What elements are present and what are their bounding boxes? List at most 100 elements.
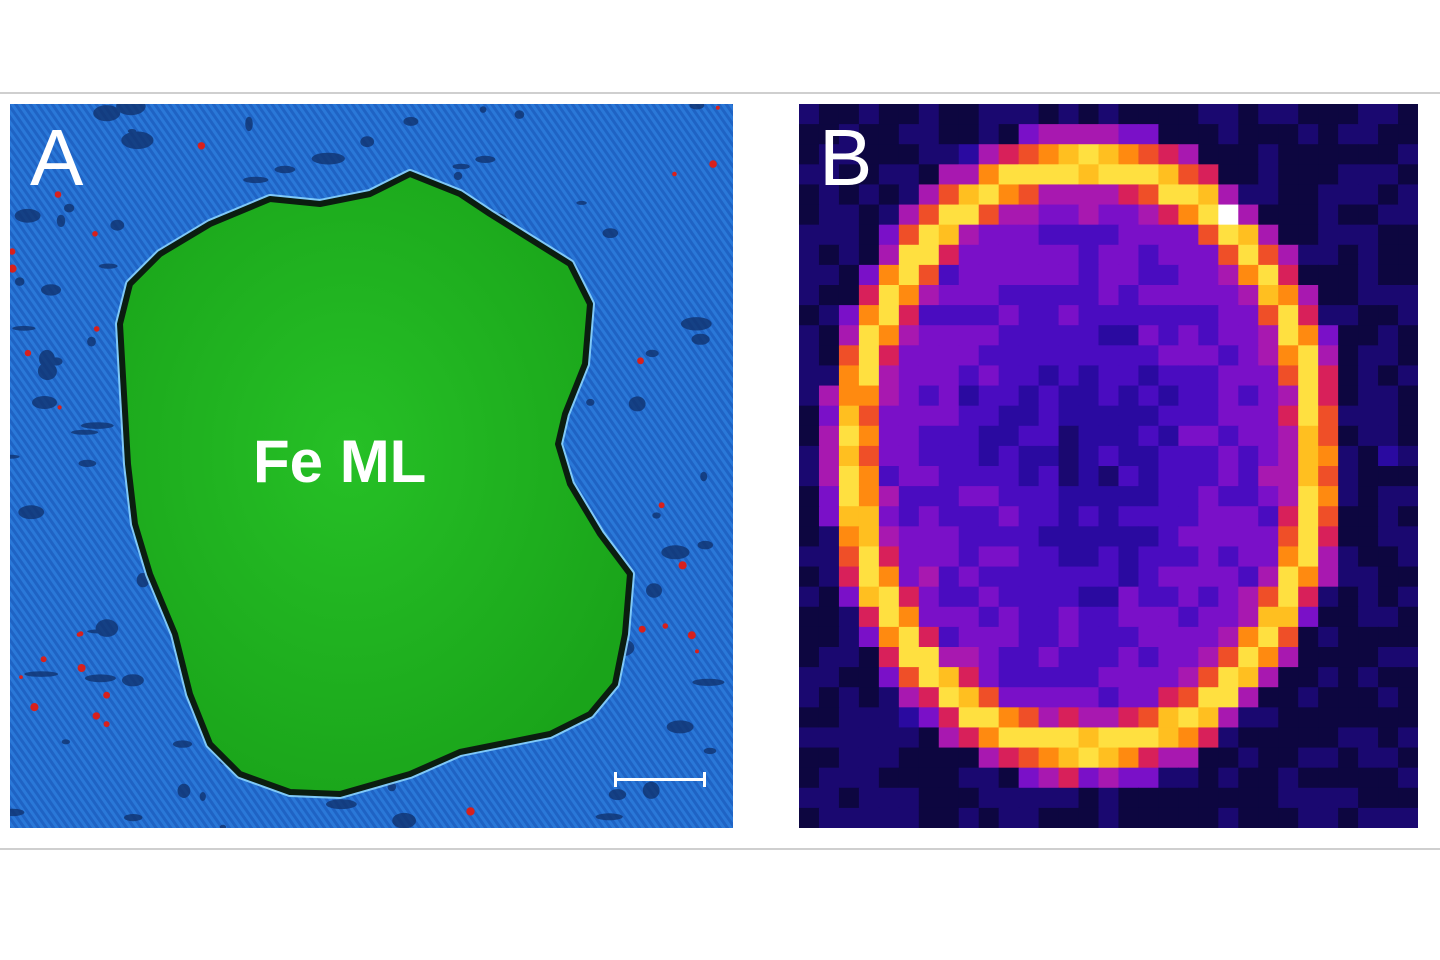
map-pixel: [1298, 184, 1319, 206]
map-pixel: [1138, 224, 1160, 246]
map-pixel: [938, 767, 960, 789]
map-pixel: [838, 365, 860, 387]
map-pixel: [1118, 104, 1140, 125]
map-pixel: [878, 264, 900, 286]
map-pixel: [1118, 184, 1140, 206]
map-pixel: [818, 264, 840, 286]
map-pixel: [818, 425, 840, 447]
map-pixel: [918, 466, 940, 487]
map-pixel: [1058, 767, 1080, 789]
map-pixel: [1298, 345, 1319, 367]
map-pixel: [1258, 506, 1279, 527]
map-pixel: [1258, 164, 1279, 186]
map-pixel: [938, 466, 960, 487]
map-pixel: [1238, 506, 1259, 527]
map-pixel: [1058, 707, 1080, 729]
map-pixel: [1078, 325, 1100, 346]
map-pixel: [938, 104, 960, 125]
map-pixel: [858, 606, 880, 628]
map-pixel: [1278, 707, 1299, 729]
fe-island: [117, 171, 633, 797]
map-pixel: [1338, 626, 1359, 648]
map-pixel: [818, 486, 840, 507]
map-pixel: [1178, 425, 1199, 447]
map-pixel: [898, 144, 920, 165]
map-pixel: [1098, 445, 1120, 467]
map-pixel: [898, 747, 920, 769]
map-pixel: [1278, 546, 1299, 568]
map-pixel: [1158, 787, 1179, 809]
map-pixel: [898, 264, 920, 286]
map-pixel: [1298, 124, 1319, 145]
panel-b-image: B: [799, 104, 1418, 828]
map-pixel: [1078, 425, 1100, 447]
map-pixel: [1078, 264, 1100, 286]
map-pixel: [1158, 486, 1179, 507]
map-pixel: [958, 466, 980, 487]
map-pixel: [1218, 606, 1239, 628]
map-pixel: [1318, 727, 1339, 749]
map-pixel: [1338, 486, 1359, 507]
map-pixel: [1378, 104, 1399, 125]
map-pixel: [1198, 526, 1219, 548]
map-pixel: [978, 184, 1000, 206]
map-pixel: [1158, 244, 1179, 266]
map-pixel: [858, 566, 880, 588]
map-pixel: [978, 687, 1000, 708]
map-pixel: [1158, 264, 1179, 286]
map-pixel: [799, 164, 820, 186]
map-pixel: [1318, 526, 1339, 548]
map-pixel: [938, 264, 960, 286]
map-pixel: [1398, 164, 1418, 186]
map-pixel: [1258, 727, 1279, 749]
map-pixel: [1198, 224, 1219, 246]
map-pixel: [838, 486, 860, 507]
map-pixel: [1158, 647, 1179, 668]
map-pixel: [1378, 466, 1399, 487]
map-pixel: [1218, 687, 1239, 708]
map-pixel: [998, 727, 1020, 749]
map-pixel: [998, 647, 1020, 668]
map-pixel: [998, 586, 1020, 608]
map-pixel: [958, 144, 980, 165]
map-pixel: [1378, 727, 1399, 749]
map-pixel: [1118, 486, 1140, 507]
map-pixel: [1398, 204, 1418, 226]
map-pixel: [1398, 425, 1418, 447]
map-pixel: [838, 325, 860, 346]
map-pixel: [1178, 747, 1199, 769]
map-pixel: [1278, 566, 1299, 588]
map-pixel: [1058, 405, 1080, 427]
map-pixel: [1278, 365, 1299, 387]
map-pixel: [1198, 626, 1219, 648]
map-pixel: [818, 466, 840, 487]
map-pixel: [978, 486, 1000, 507]
map-pixel: [1338, 546, 1359, 568]
map-pixel: [1258, 365, 1279, 387]
map-pixel: [998, 365, 1020, 387]
map-pixel: [1298, 626, 1319, 648]
map-pixel: [1158, 345, 1179, 367]
map-pixel: [1038, 707, 1060, 729]
map-pixel: [938, 224, 960, 246]
map-pixel: [958, 204, 980, 226]
map-pixel: [818, 747, 840, 769]
map-pixel: [1178, 707, 1199, 729]
map-pixel: [958, 687, 980, 708]
map-pixel: [938, 124, 960, 145]
stm-topography: [10, 104, 733, 828]
map-pixel: [1238, 566, 1259, 588]
map-pixel: [1158, 144, 1179, 165]
map-pixel: [838, 626, 860, 648]
map-pixel: [1298, 164, 1319, 186]
map-pixel: [1298, 566, 1319, 588]
map-pixel: [1238, 104, 1259, 125]
map-pixel: [1278, 104, 1299, 125]
map-pixel: [1038, 486, 1060, 507]
map-pixel: [1198, 365, 1219, 387]
map-pixel: [1198, 586, 1219, 608]
map-pixel: [918, 224, 940, 246]
map-pixel: [1398, 687, 1418, 708]
map-pixel: [1058, 425, 1080, 447]
map-pixel: [898, 184, 920, 206]
